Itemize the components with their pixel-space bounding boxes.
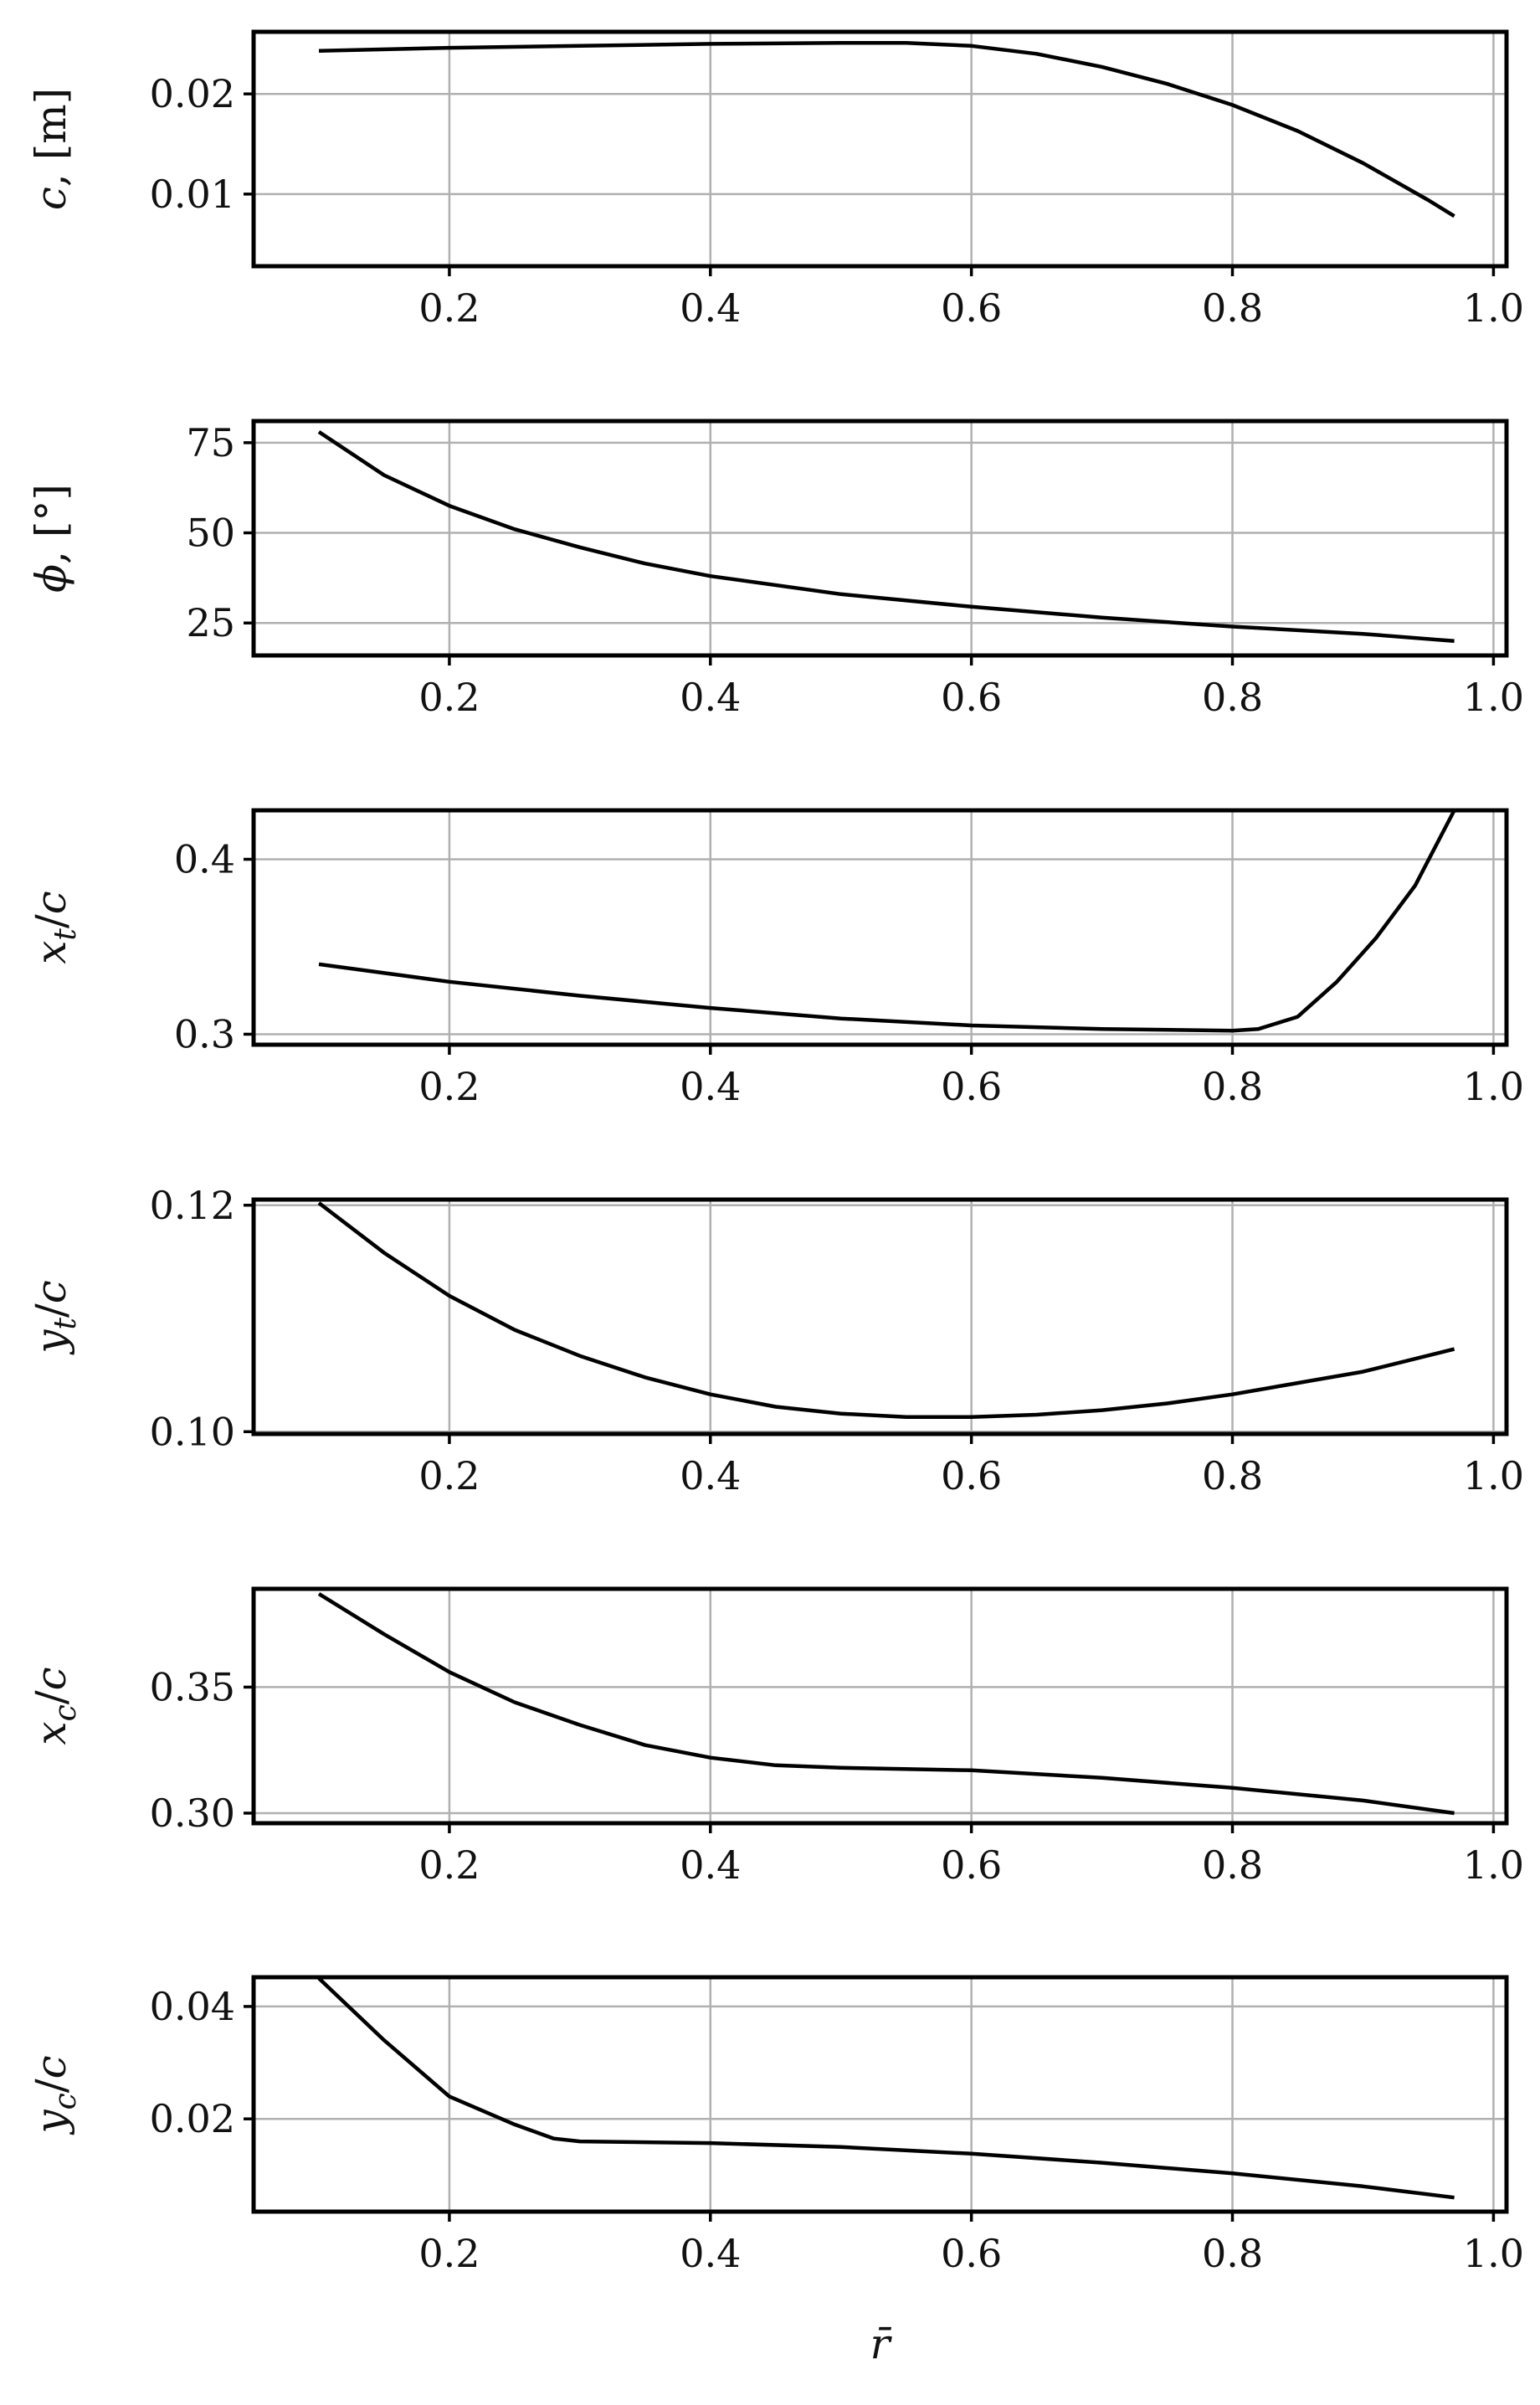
subplot-3: 0.2 0.4 0.6 0.8 1.0 0.3 0.4 xt/c [27, 808, 1524, 1109]
axes-frame [251, 1975, 1509, 2214]
x-tick-label: 0.8 [1202, 1842, 1263, 1888]
x-tick-label: 0.6 [941, 1064, 1002, 1109]
x-tick-label: 0.2 [418, 2231, 480, 2276]
x-tick-label: 0.4 [680, 1842, 741, 1888]
y-tick-label: 50 [186, 511, 235, 556]
subplot-2: 0.2 0.4 0.6 0.8 1.0 25 50 75 ϕ, [°] [27, 419, 1524, 720]
y-tick-label: 0.30 [150, 1791, 235, 1836]
x-tick-label: 1.0 [1463, 285, 1524, 331]
y-tick-label: 0.10 [150, 1409, 235, 1454]
x-tick-label: 0.2 [418, 675, 480, 720]
x-tick-label: 0.4 [680, 675, 741, 720]
x-tick-label: 0.6 [941, 1453, 1002, 1498]
y-tick-label: 25 [186, 600, 235, 645]
x-tick-label: 0.8 [1202, 1064, 1263, 1109]
axes-frame [251, 808, 1509, 1047]
series-line [318, 809, 1456, 1033]
y-axis-label: xt/c [27, 891, 83, 964]
series-line [317, 430, 1455, 644]
series-line [317, 1976, 1455, 2200]
axes-frame [251, 29, 1509, 269]
x-tick-label: 0.4 [680, 285, 741, 331]
y-tick-label: 0.12 [150, 1183, 235, 1228]
x-tick-label: 1.0 [1463, 1064, 1524, 1109]
x-tick-label: 0.6 [941, 2231, 1002, 2276]
x-tick-label: 0.6 [941, 675, 1002, 720]
y-tick-label: 0.35 [150, 1664, 235, 1709]
y-tick-label: 0.4 [174, 837, 235, 882]
x-tick-label: 0.8 [1202, 1453, 1263, 1498]
x-tick-label: 0.2 [418, 1842, 480, 1888]
x-tick-label: 1.0 [1463, 675, 1524, 720]
subplot-6: 0.2 0.4 0.6 0.8 1.0 0.02 0.04 yc/c r̄ [27, 1975, 1524, 2368]
axes-frame [251, 1586, 1509, 1826]
y-axis-label: yt/c [27, 1280, 83, 1355]
y-axis-label: yc/c [27, 2055, 83, 2135]
x-tick-label: 0.6 [941, 1842, 1002, 1888]
subplot-1: 0.2 0.4 0.6 0.8 1.0 0.01 0.02 c, [m] [27, 29, 1524, 331]
x-tick-label: 1.0 [1463, 1453, 1524, 1498]
x-tick-label: 1.0 [1463, 1842, 1524, 1888]
x-tick-label: 0.4 [680, 1064, 741, 1109]
x-tick-label: 0.8 [1202, 285, 1263, 331]
y-axis-label: ϕ, [°] [27, 484, 75, 593]
x-tick-label: 0.2 [418, 1064, 480, 1109]
axes-frame [251, 1197, 1509, 1436]
subplot-5: 0.2 0.4 0.6 0.8 1.0 0.30 0.35 xc/c [27, 1586, 1524, 1888]
subplot-4: 0.2 0.4 0.6 0.8 1.0 0.10 0.12 yt/c [27, 1183, 1524, 1498]
y-tick-label: 0.04 [150, 1984, 235, 2029]
y-tick-label: 0.02 [150, 71, 235, 116]
series-line [317, 1201, 1455, 1419]
x-tick-label: 0.4 [680, 2231, 741, 2276]
x-axis-label: r̄ [870, 2320, 893, 2368]
x-tick-label: 0.8 [1202, 2231, 1263, 2276]
x-tick-label: 0.6 [941, 285, 1002, 331]
x-tick-label: 0.8 [1202, 675, 1263, 720]
x-tick-label: 0.4 [680, 1453, 741, 1498]
y-tick-label: 0.02 [150, 2096, 235, 2141]
series-line [317, 1592, 1455, 1816]
y-axis-label: xc/c [27, 1667, 83, 1745]
x-tick-label: 0.2 [418, 285, 480, 331]
y-tick-label: 0.01 [150, 172, 235, 217]
x-tick-label: 1.0 [1463, 2231, 1524, 2276]
axes-frame [251, 419, 1509, 658]
series-line [318, 40, 1455, 218]
y-tick-label: 75 [186, 420, 235, 465]
y-tick-label: 0.3 [174, 1011, 235, 1056]
y-axis-label: c, [m] [27, 88, 75, 210]
x-tick-label: 0.2 [418, 1453, 480, 1498]
